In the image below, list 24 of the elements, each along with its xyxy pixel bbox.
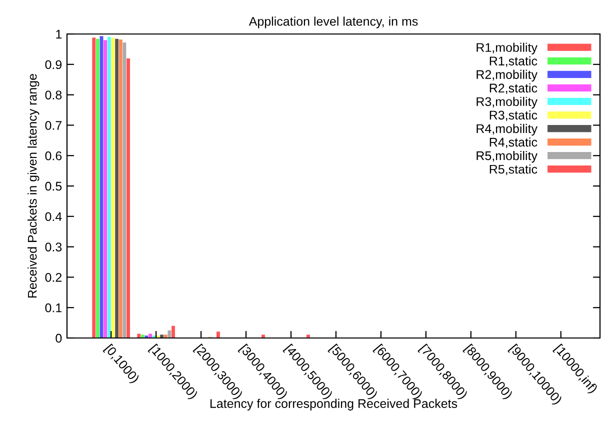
legend-label: R2,mobility xyxy=(476,70,538,82)
y-axis-title: Received Packets in given latency range xyxy=(28,74,40,298)
legend-label: R2,static xyxy=(490,83,538,94)
y-tick-label: 0.8 xyxy=(45,90,62,100)
legend-label: R3,mobility xyxy=(476,96,538,109)
legend-label: R4,mobility xyxy=(476,124,538,136)
legend-label: R4,static xyxy=(490,137,538,148)
y-tick-label: 0.5 xyxy=(45,182,62,191)
chart-title: Application level latency, in ms xyxy=(248,16,418,28)
y-tick-label: 0.6 xyxy=(45,151,62,160)
legend-label: R3,static xyxy=(490,110,538,122)
legend-label: R1,mobility xyxy=(476,42,538,54)
y-tick-label: 0 xyxy=(56,334,62,343)
y-tick-label: 0.2 xyxy=(45,273,62,282)
y-tick-label: 0.3 xyxy=(45,242,62,252)
y-tick-label: 0.7 xyxy=(45,121,62,130)
legend-label: R1,static xyxy=(490,56,538,67)
x-axis-title: Latency for corresponding Received Packets xyxy=(210,398,458,410)
y-tick-label: 1 xyxy=(56,30,62,39)
legend-label: R5,static xyxy=(490,164,538,176)
y-tick-label: 0.1 xyxy=(45,303,62,312)
legend-label: R5,mobility xyxy=(476,150,538,163)
y-tick-label: 0.4 xyxy=(45,212,62,222)
y-tick-label: 0.9 xyxy=(45,60,62,70)
